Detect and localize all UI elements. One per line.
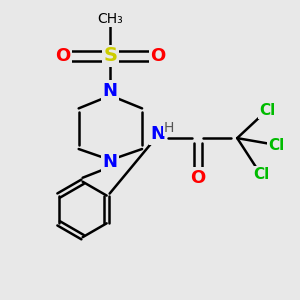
Text: N: N [103, 153, 118, 171]
Text: Cl: Cl [253, 167, 269, 182]
Text: N: N [150, 125, 165, 143]
Text: O: O [150, 47, 166, 65]
Text: CH₃: CH₃ [98, 12, 123, 26]
Text: O: O [190, 169, 205, 187]
Text: S: S [103, 46, 117, 65]
Text: Cl: Cl [259, 103, 275, 118]
Text: H: H [164, 121, 174, 135]
Text: Cl: Cl [269, 137, 285, 152]
Text: O: O [55, 47, 70, 65]
Text: N: N [103, 82, 118, 100]
